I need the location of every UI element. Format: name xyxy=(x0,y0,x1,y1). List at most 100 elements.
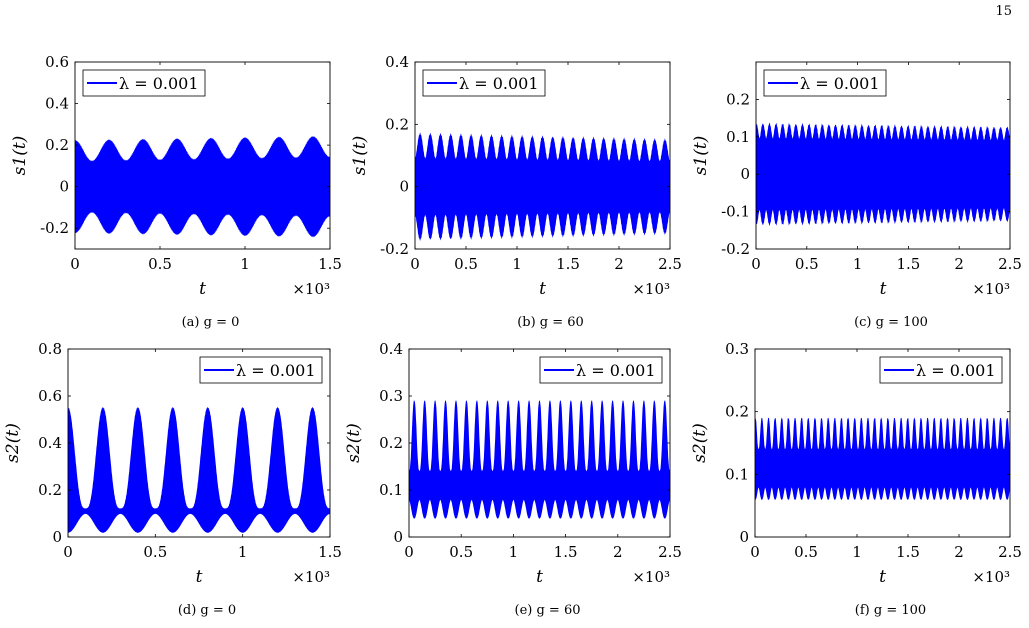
xtick-label: 1.5 xyxy=(896,255,920,273)
ytick-label: 0.6 xyxy=(38,387,62,405)
legend-label: λ = 0.001 xyxy=(119,74,199,93)
xtick-label: 0.5 xyxy=(795,255,819,273)
ytick-label: 0 xyxy=(59,178,69,196)
xtick-label: 0.5 xyxy=(143,543,167,561)
x-axis-label: t xyxy=(879,567,886,587)
xtick-label: 1 xyxy=(238,543,248,561)
xtick-label: 0.5 xyxy=(794,543,818,561)
legend: λ = 0.001 xyxy=(422,69,546,97)
ytick-label: -0.2 xyxy=(380,240,409,258)
x-axis-label: t xyxy=(539,279,546,299)
ytick-label: 0.8 xyxy=(38,340,62,358)
panel-caption: (f) g = 100 xyxy=(855,603,926,618)
xtick-label: 2 xyxy=(954,255,964,273)
xtick-label: 0.5 xyxy=(148,255,172,273)
xtick-label: 0 xyxy=(70,255,80,273)
series-0-lambda xyxy=(75,135,330,238)
xtick-label: 2.5 xyxy=(658,543,682,561)
ytick-label: 0.2 xyxy=(45,136,69,154)
y-axis-label: s1(t) xyxy=(10,136,30,176)
legend: λ = 0.001 xyxy=(763,69,887,97)
panel-caption: (b) g = 60 xyxy=(517,315,584,330)
series-1-lambda xyxy=(415,132,670,242)
ytick-label: 0 xyxy=(52,528,62,546)
series-3-lambda xyxy=(68,406,330,533)
panel-caption: (a) g = 0 xyxy=(182,315,240,330)
x-multiplier-label: ×10³ xyxy=(972,280,1010,298)
y-axis-label: s2(t) xyxy=(3,423,23,463)
ytick-label: 0.1 xyxy=(726,128,750,146)
xtick-label: 1 xyxy=(512,255,522,273)
plot-box xyxy=(414,61,671,250)
chart-panel-2: 0 0.5 1 1.5 2 2.5 -0.2 -0.1 0 0.1 0.2 t ×10³ s1(t) λ =… xyxy=(691,61,1022,330)
xtick-label: 1 xyxy=(509,543,519,561)
ytick-label: -0.2 xyxy=(40,219,69,237)
x-multiplier-label: ×10³ xyxy=(292,568,330,586)
legend-label: λ = 0.001 xyxy=(236,361,316,380)
legend-label: λ = 0.001 xyxy=(800,74,880,93)
x-multiplier-label: ×10³ xyxy=(972,568,1010,586)
legend-label: λ = 0.001 xyxy=(459,74,539,93)
xtick-label: 2 xyxy=(613,543,623,561)
x-axis-label: t xyxy=(880,279,887,299)
xtick-label: 2.5 xyxy=(998,255,1022,273)
ytick-label: 0.2 xyxy=(379,434,403,452)
series-5-lambda xyxy=(755,417,1010,501)
x-multiplier-label: ×10³ xyxy=(292,280,330,298)
x-axis-label: t xyxy=(536,567,543,587)
plot-box xyxy=(755,61,1011,250)
y-axis-label: s2(t) xyxy=(344,423,364,463)
ytick-label: 0.3 xyxy=(725,340,749,358)
y-axis-label: s1(t) xyxy=(350,136,370,176)
ytick-label: 0.2 xyxy=(385,115,409,133)
xtick-label: 1 xyxy=(852,543,862,561)
ytick-label: 0.4 xyxy=(379,340,403,358)
xtick-label: 1.5 xyxy=(318,543,342,561)
panel-caption: (e) g = 60 xyxy=(515,603,581,618)
panel-caption: (c) g = 100 xyxy=(854,315,928,330)
ytick-label: 0.6 xyxy=(45,53,69,71)
xtick-label: 1 xyxy=(853,255,863,273)
y-axis-label: s1(t) xyxy=(691,136,711,176)
series-4-lambda xyxy=(409,400,670,519)
ytick-label: 0.4 xyxy=(385,53,409,71)
xtick-label: 2 xyxy=(614,255,624,273)
legend: λ = 0.001 xyxy=(82,69,206,97)
legend: λ = 0.001 xyxy=(539,356,663,384)
x-axis-label: t xyxy=(196,567,203,587)
chart-panel-4: 0 0.5 1 1.5 2 2.5 0 0.1 0.2 0.3 0.4 t ×10³ s2(t) λ = 0… xyxy=(344,340,682,618)
xtick-label: 0 xyxy=(404,543,414,561)
xtick-label: 2 xyxy=(954,543,964,561)
xtick-label: 0.5 xyxy=(454,255,478,273)
page-number: 15 xyxy=(995,4,1012,19)
xtick-label: 0 xyxy=(751,255,761,273)
xtick-label: 0 xyxy=(750,543,760,561)
legend: λ = 0.001 xyxy=(879,356,1003,384)
plot-box xyxy=(74,61,331,250)
xtick-label: 1 xyxy=(240,255,250,273)
plot-box xyxy=(754,348,1011,538)
x-multiplier-label: ×10³ xyxy=(632,280,670,298)
y-axis-label: s2(t) xyxy=(690,423,710,463)
legend-label: λ = 0.001 xyxy=(916,361,996,380)
ytick-label: 0 xyxy=(739,528,749,546)
ytick-label: -0.1 xyxy=(721,203,750,221)
x-axis-label: t xyxy=(199,279,206,299)
x-multiplier-label: ×10³ xyxy=(632,568,670,586)
xtick-label: 0.5 xyxy=(449,543,473,561)
ytick-label: 0 xyxy=(399,178,409,196)
legend: λ = 0.001 xyxy=(199,356,323,384)
ytick-label: 0.2 xyxy=(725,403,749,421)
xtick-label: 1.5 xyxy=(318,255,342,273)
ytick-label: 0.3 xyxy=(379,387,403,405)
ytick-label: 0.4 xyxy=(38,434,62,452)
ytick-label: 0 xyxy=(393,528,403,546)
ytick-label: 0.2 xyxy=(38,481,62,499)
xtick-label: 0 xyxy=(63,543,73,561)
ytick-label: 0.2 xyxy=(726,90,750,108)
xtick-label: 0 xyxy=(410,255,420,273)
xtick-label: 1.5 xyxy=(896,543,920,561)
chart-panel-5: 0 0.5 1 1.5 2 2.5 0 0.1 0.2 0.3 t ×10³ s2(t) λ = 0.00… xyxy=(690,340,1022,618)
chart-panel-3: 0 0.5 1 1.5 0 0.2 0.4 0.6 0.8 t ×10³ s2(t) λ = 0.001… xyxy=(3,340,342,618)
